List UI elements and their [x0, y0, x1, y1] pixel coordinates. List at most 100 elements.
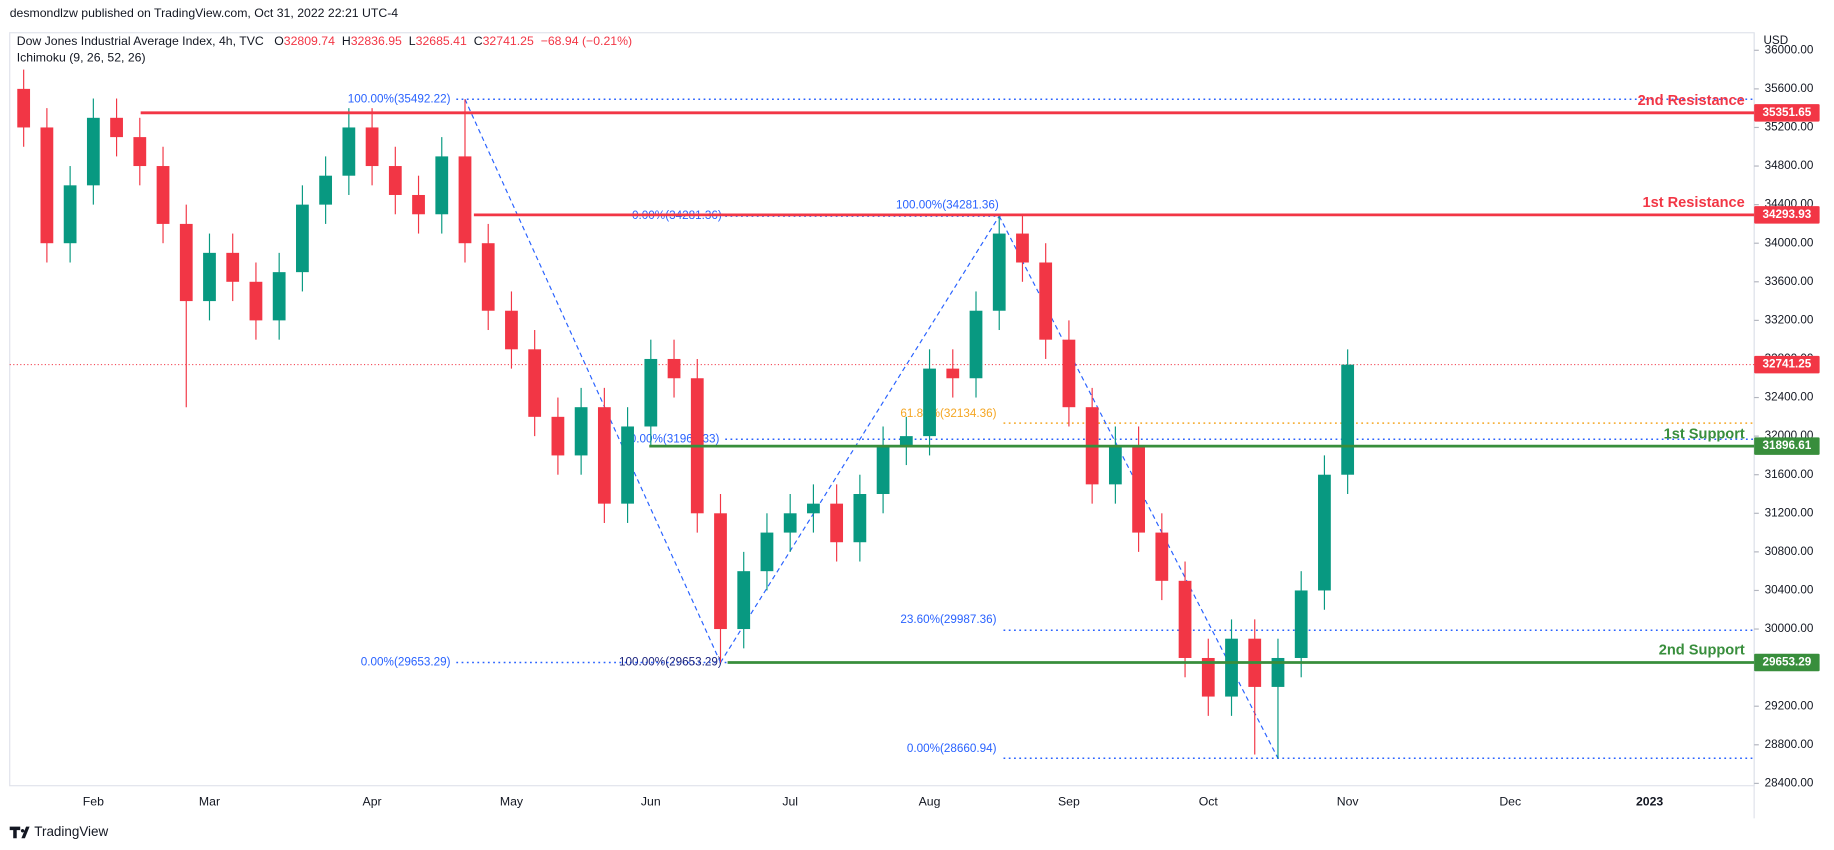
candle-body: [179, 223, 193, 302]
candle-body: [1341, 364, 1355, 475]
candle-body: [272, 272, 286, 321]
candle-body: [342, 127, 356, 176]
y-tick-label: 30400.00: [1765, 584, 1814, 597]
x-tick-label: Aug: [919, 794, 941, 808]
candle-body: [412, 194, 425, 215]
level-label: 2nd Support: [1659, 643, 1745, 659]
level-label: 1st Resistance: [1642, 195, 1744, 211]
legend: Dow Jones Industrial Average Index, 4h, …: [17, 34, 632, 48]
candle-body: [644, 358, 658, 427]
candle-body: [40, 127, 54, 244]
candle-body: [714, 513, 727, 630]
price-tag: [1754, 653, 1820, 672]
candle-body: [737, 571, 751, 630]
level-label: 2nd Resistance: [1638, 93, 1745, 109]
candle-body: [807, 503, 820, 514]
candle-body: [1271, 657, 1285, 687]
fib-trend-line: [464, 99, 722, 663]
fib-label: 100.00%(29653.29): [619, 656, 722, 669]
candle-body: [435, 156, 449, 215]
candle-body: [1294, 590, 1308, 658]
fib-label: 23.60%(29987.36): [900, 613, 996, 626]
candle-body: [969, 310, 983, 379]
price-tag: [1754, 104, 1820, 122]
fib-label: 0.00%(29653.29): [361, 656, 451, 669]
candle-body: [667, 358, 681, 379]
y-tick-label: 34800.00: [1765, 159, 1814, 172]
y-tick-label: 30800.00: [1765, 545, 1814, 558]
candle-body: [1016, 233, 1029, 263]
y-tick-label: 32400.00: [1765, 391, 1814, 404]
x-tick-label: Nov: [1337, 794, 1360, 808]
y-tick-label: 30000.00: [1765, 622, 1814, 635]
candle-body: [388, 166, 402, 195]
ohlc-label: C: [474, 34, 483, 48]
candle-body: [505, 310, 518, 350]
publish-info: desmondlzw published on TradingView.com,…: [10, 6, 399, 20]
y-tick-label: 29200.00: [1765, 699, 1814, 712]
x-tick-label: Feb: [83, 794, 104, 808]
candle-body: [946, 368, 960, 379]
x-tick-label: Apr: [363, 794, 382, 808]
x-tick-label: Dec: [1499, 794, 1521, 808]
candle-body: [156, 166, 170, 224]
price-tag-label: 34293.93: [1763, 208, 1812, 221]
level-label: 1st Support: [1664, 426, 1745, 442]
x-tick-label: Sep: [1058, 794, 1080, 808]
fib-label: 0.00%(28660.94): [907, 742, 997, 755]
symbol-name: Dow Jones Industrial Average Index, 4h, …: [17, 34, 264, 48]
y-tick-label: 31600.00: [1765, 468, 1814, 481]
y-tick-label: 28400.00: [1765, 776, 1814, 789]
candle-body: [923, 368, 936, 437]
candle-body: [110, 117, 123, 138]
fib-label: 50.00%(31967.33): [623, 432, 719, 445]
y-tick-label: 31200.00: [1765, 506, 1814, 519]
ohlc-value: 32685.41: [416, 34, 467, 48]
candle-body: [365, 127, 379, 167]
candle-body: [783, 513, 797, 533]
price-tag-label: 29653.29: [1763, 656, 1812, 669]
candle-body: [203, 252, 216, 302]
candle-body: [528, 349, 542, 417]
candle-body: [63, 185, 77, 244]
y-tick-label: 33200.00: [1765, 313, 1814, 326]
x-tick-label: Jul: [782, 794, 798, 808]
last-price-label: 32741.25: [1763, 358, 1812, 371]
candle-body: [226, 252, 240, 282]
footer-brand: TradingView: [34, 824, 108, 839]
y-tick-label: 28800.00: [1765, 738, 1814, 751]
change: −68.94 (−0.21%): [541, 34, 632, 48]
candle-body: [597, 407, 611, 504]
candle-body: [1062, 339, 1076, 408]
x-tick-label: Jun: [641, 794, 661, 808]
x-tick-label: Oct: [1199, 794, 1219, 808]
candle-body: [319, 175, 333, 205]
ohlc-value: 32809.74: [284, 34, 335, 48]
ohlc-label: H: [342, 34, 351, 48]
candle-body: [876, 445, 890, 495]
candle-body: [296, 204, 309, 273]
price-tag: [1754, 437, 1820, 455]
currency: USD: [1763, 34, 1788, 47]
candle-body: [992, 233, 1006, 311]
candle-body: [853, 494, 867, 543]
footer-logo: [9, 826, 30, 839]
candle-body: [574, 407, 588, 456]
candle-body: [899, 436, 913, 446]
y-tick-label: 33600.00: [1765, 275, 1814, 288]
fib-label: 100.00%(35492.22): [348, 92, 451, 105]
fib-label: 61.80%(32134.36): [900, 407, 996, 420]
candle-body: [1039, 262, 1053, 340]
y-tick-label: 34000.00: [1765, 236, 1814, 249]
candle-body: [1201, 657, 1215, 697]
candle-body: [481, 243, 495, 311]
candle-body: [17, 88, 31, 128]
candle-body: [1155, 532, 1169, 581]
x-tick-label: 2023: [1636, 794, 1663, 808]
candle-body: [621, 426, 634, 504]
candle-body: [1225, 638, 1238, 697]
candle-body: [458, 156, 472, 244]
candle-body: [830, 503, 844, 543]
ohlc-value: 32836.95: [351, 34, 402, 48]
candle-body: [760, 532, 774, 572]
